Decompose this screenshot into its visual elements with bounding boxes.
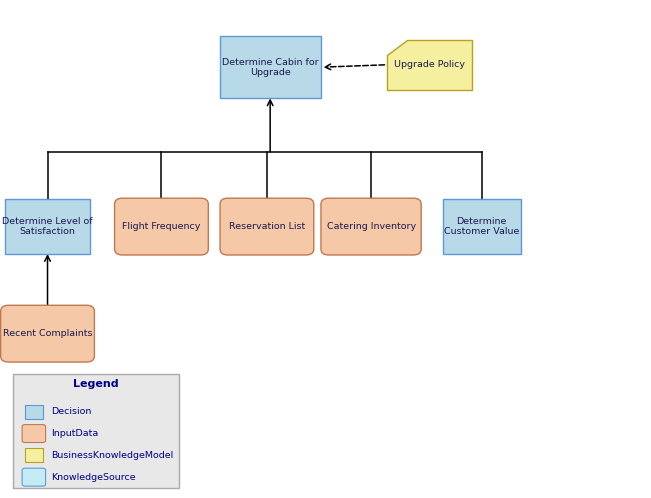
Text: KnowledgeSource: KnowledgeSource xyxy=(51,473,135,482)
FancyBboxPatch shape xyxy=(5,199,90,254)
Text: Reservation List: Reservation List xyxy=(229,222,305,231)
Text: Catering Inventory: Catering Inventory xyxy=(327,222,415,231)
FancyBboxPatch shape xyxy=(1,305,94,362)
Text: Legend: Legend xyxy=(73,379,119,389)
FancyBboxPatch shape xyxy=(25,448,43,462)
FancyBboxPatch shape xyxy=(22,468,46,486)
Text: Decision: Decision xyxy=(51,407,91,416)
Text: Determine Level of
Satisfaction: Determine Level of Satisfaction xyxy=(2,217,93,236)
FancyBboxPatch shape xyxy=(22,425,46,443)
FancyBboxPatch shape xyxy=(25,405,43,419)
FancyBboxPatch shape xyxy=(321,198,421,255)
Text: Upgrade Policy: Upgrade Policy xyxy=(394,60,465,69)
Text: BusinessKnowledgeModel: BusinessKnowledgeModel xyxy=(51,451,173,460)
FancyBboxPatch shape xyxy=(115,198,208,255)
Text: InputData: InputData xyxy=(51,429,98,438)
FancyBboxPatch shape xyxy=(13,374,179,488)
Text: Determine
Customer Value: Determine Customer Value xyxy=(444,217,519,236)
Text: Determine Cabin for
Upgrade: Determine Cabin for Upgrade xyxy=(222,58,318,77)
FancyBboxPatch shape xyxy=(443,199,521,254)
FancyBboxPatch shape xyxy=(219,36,320,99)
FancyBboxPatch shape xyxy=(220,198,314,255)
Text: Recent Complaints: Recent Complaints xyxy=(3,329,92,338)
Text: Flight Frequency: Flight Frequency xyxy=(122,222,201,231)
Polygon shape xyxy=(387,40,472,90)
